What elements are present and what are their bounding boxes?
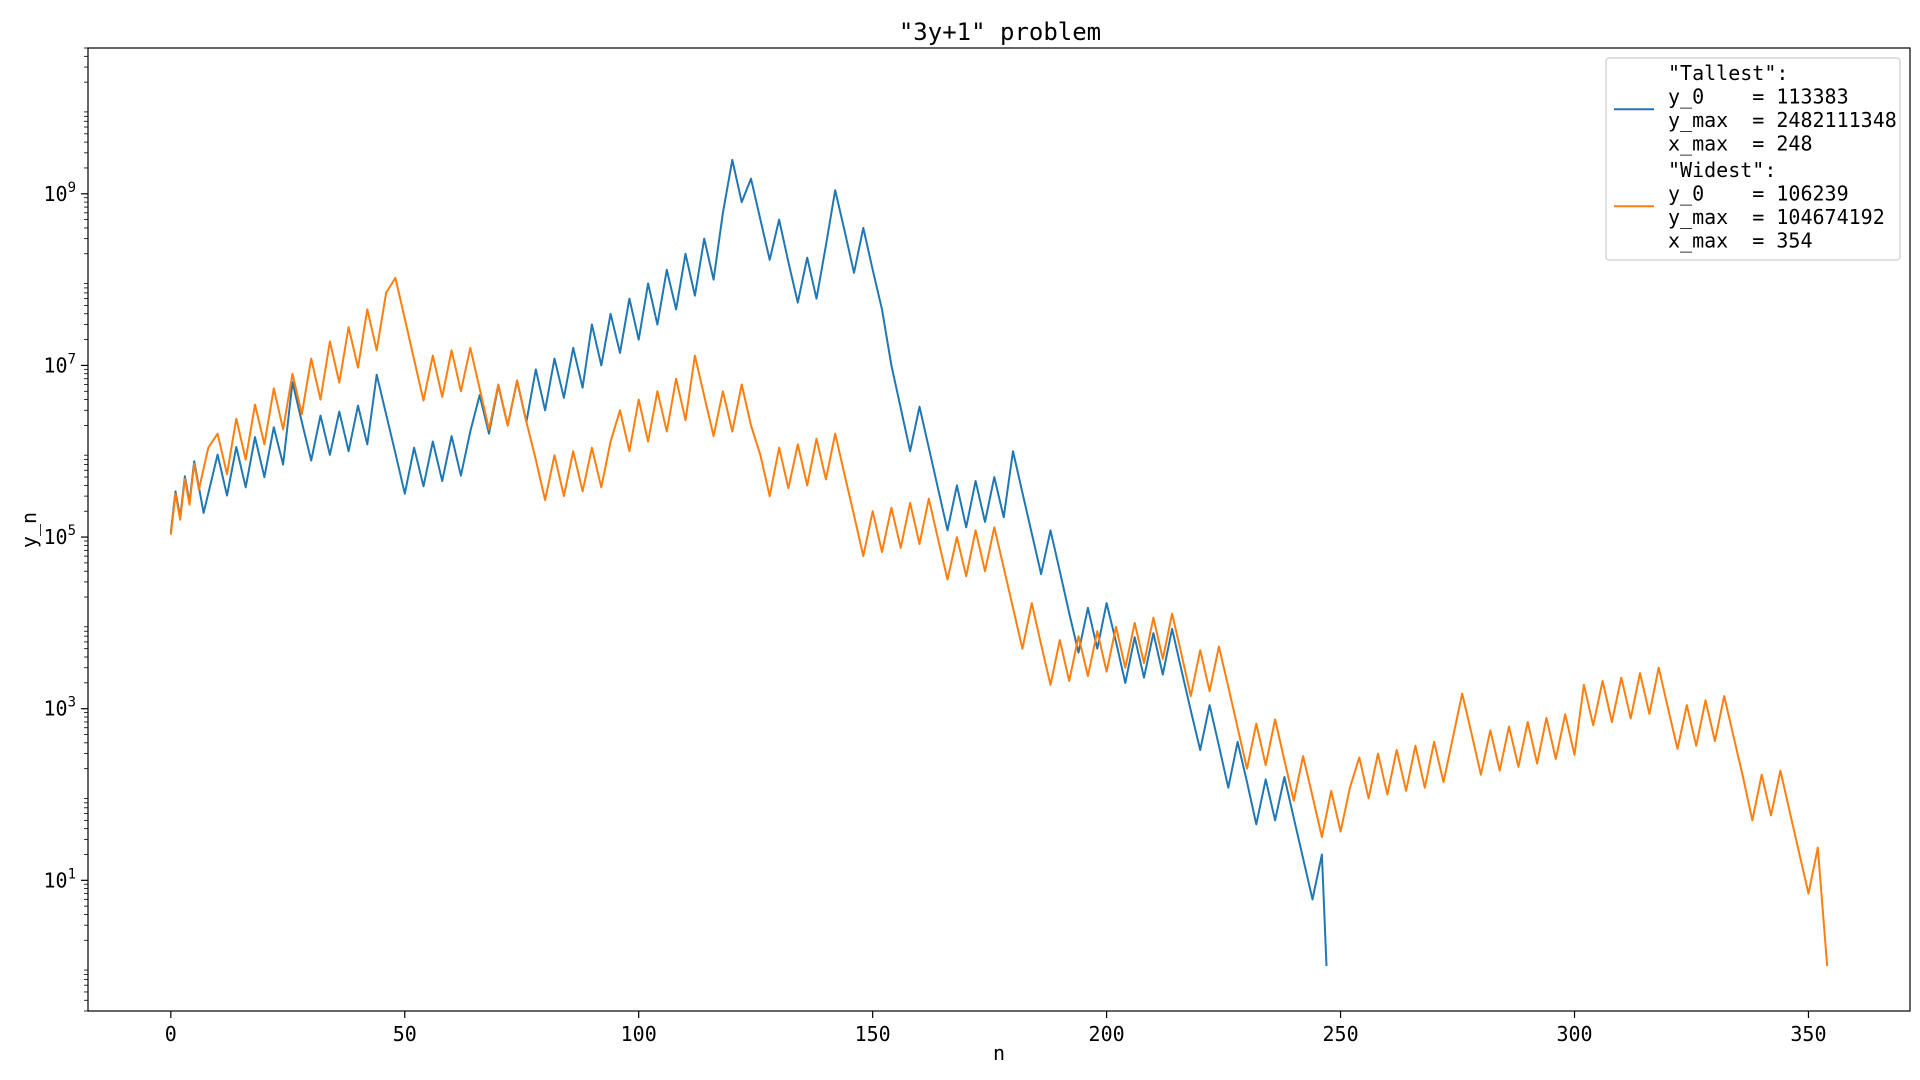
x-tick-label: 100 — [621, 1022, 657, 1046]
x-axis-label: n — [993, 1041, 1005, 1065]
legend-entry-line: y_max = 104674192 — [1668, 205, 1885, 229]
y-tick-label: 101 — [43, 866, 76, 892]
plot-frame — [87, 47, 1911, 1012]
y-tick-label: 105 — [43, 523, 76, 549]
x-tick-label: 300 — [1556, 1022, 1592, 1046]
legend-entry-line: y_0 = 106239 — [1668, 182, 1849, 206]
x-tick-label: 350 — [1790, 1022, 1826, 1046]
y-axis: 101 103 105 107 109 — [43, 47, 88, 1012]
legend-entry-line: y_0 = 113383 — [1668, 85, 1849, 109]
x-axis: 0 50 100 150 200 250 300 350 — [165, 1011, 1827, 1046]
y-tick-label: 107 — [43, 351, 76, 377]
series-layer — [169, 158, 1829, 967]
legend-entry-line: x_max = 248 — [1668, 132, 1813, 156]
x-tick-label: 150 — [855, 1022, 891, 1046]
legend-entry-line: "Widest": — [1668, 158, 1776, 182]
series-line-widest — [169, 276, 1829, 967]
legend-entry-line: x_max = 354 — [1668, 229, 1813, 253]
x-tick-label: 0 — [165, 1022, 177, 1046]
chart-title: "3y+1" problem — [899, 18, 1101, 46]
y-axis-label: y_n — [17, 512, 41, 548]
x-tick-label: 200 — [1089, 1022, 1125, 1046]
x-tick-label: 250 — [1323, 1022, 1359, 1046]
legend-box — [1605, 57, 1901, 261]
legend-entry-line: "Tallest": — [1668, 61, 1788, 85]
legend-entry-line: y_max = 2482111348 — [1668, 108, 1897, 132]
y-tick-label: 109 — [43, 180, 76, 206]
y-tick-label: 103 — [43, 695, 76, 721]
series-line-tallest — [169, 158, 1328, 967]
x-tick-label: 50 — [393, 1022, 417, 1046]
